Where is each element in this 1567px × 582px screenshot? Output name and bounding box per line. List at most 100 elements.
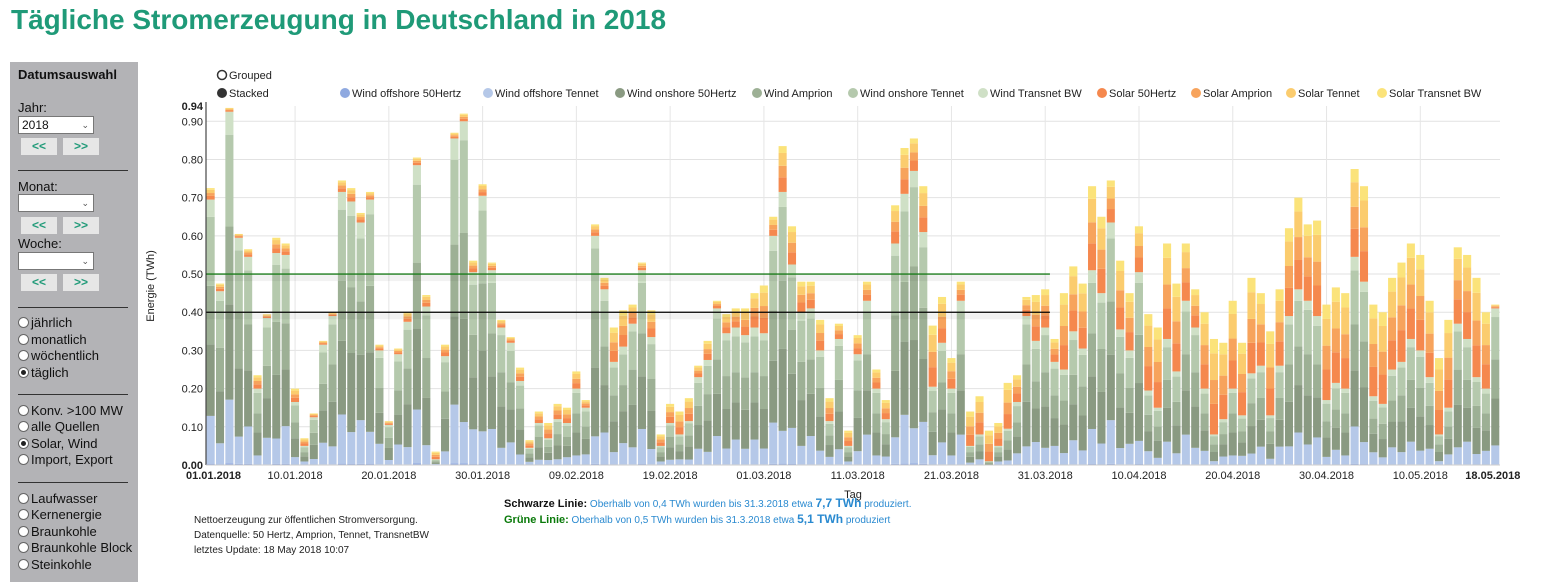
bar-segment-solar-amprion[interactable] [460,117,468,119]
bar-segment-solar-50hertz[interactable] [976,422,984,434]
bar-segment-wind-transnet-bw[interactable] [1060,370,1068,375]
bar-segment-solar-transnet-bw[interactable] [1172,284,1180,297]
bar-segment-wind-amprion[interactable] [1341,413,1349,432]
bar-segment-wind-amprion[interactable] [1397,395,1405,421]
bar-segment-solar-transnet-bw[interactable] [816,320,824,325]
bar-segment-wind-transnet-bw[interactable] [554,419,562,422]
bar-segment-wind-offshore-tennet[interactable] [1388,447,1396,464]
bar-segment-solar-tennet[interactable] [282,245,290,248]
bar-segment-wind-onshore-tennet[interactable] [1041,335,1049,372]
bar-segment-solar-50hertz[interactable] [507,341,515,343]
bar-segment-wind-offshore-tennet[interactable] [563,457,571,465]
bar-segment-solar-50hertz[interactable] [1004,414,1012,429]
bar-segment-solar-50hertz[interactable] [469,268,477,272]
bar-segment-solar-50hertz[interactable] [1285,288,1293,316]
bar-segment-wind-onshore-50hertz[interactable] [1472,428,1480,454]
bar-segment-wind-onshore-50hertz[interactable] [432,462,440,464]
bar-segment-solar-50hertz[interactable] [441,352,449,356]
bar-segment-solar-50hertz[interactable] [769,230,777,236]
bar-segment-wind-transnet-bw[interactable] [1266,415,1274,418]
bar-segment-wind-onshore-50hertz[interactable] [554,446,562,460]
legend-item[interactable]: Solar Transnet BW [1377,88,1482,100]
bar-segment-wind-offshore-tennet[interactable] [282,426,290,464]
bar-segment-wind-onshore-tennet[interactable] [854,360,862,390]
bar-segment-wind-offshore-tennet[interactable] [207,416,215,464]
bar-segment-solar-amprion[interactable] [1463,291,1471,312]
bar-segment-wind-offshore-tennet[interactable] [422,445,430,464]
bar-segment-solar-50hertz[interactable] [666,417,674,423]
bar-segment-solar-amprion[interactable] [872,378,880,383]
bar-segment-solar-tennet[interactable] [272,240,280,244]
bar-segment-solar-amprion[interactable] [1435,391,1443,410]
bar-segment-wind-onshore-50hertz[interactable] [647,411,655,449]
bar-segment-solar-amprion[interactable] [844,437,852,441]
bar-segment-wind-transnet-bw[interactable] [1088,270,1096,283]
bar-segment-wind-amprion[interactable] [1407,380,1415,408]
bar-segment-wind-onshore-tennet[interactable] [1444,411,1452,426]
bar-segment-solar-50hertz[interactable] [647,329,655,338]
bar-segment-wind-amprion[interactable] [1379,424,1387,439]
bar-segment-wind-onshore-50hertz[interactable] [1388,422,1396,448]
bar-segment-wind-offshore-tennet[interactable] [338,414,346,463]
bar-segment-wind-offshore-tennet[interactable] [910,428,918,463]
bar-segment-wind-offshore-tennet[interactable] [713,436,721,464]
bar-segment-solar-transnet-bw[interactable] [1294,198,1302,212]
bar-segment-solar-50hertz[interactable] [413,163,421,165]
bar-segment-solar-50hertz[interactable] [947,379,955,389]
bar-segment-wind-onshore-50hertz[interactable] [657,456,665,461]
bar-segment-wind-transnet-bw[interactable] [572,389,580,393]
bar-segment-wind-transnet-bw[interactable] [666,423,674,425]
bar-segment-wind-onshore-50hertz[interactable] [572,433,580,456]
bar-segment-solar-tennet[interactable] [872,372,880,377]
bar-segment-solar-transnet-bw[interactable] [760,286,768,293]
bar-segment-wind-amprion[interactable] [985,462,993,463]
bar-segment-wind-transnet-bw[interactable] [1454,324,1462,332]
bar-segment-solar-transnet-bw[interactable] [797,282,805,287]
bar-segment-wind-offshore-tennet[interactable] [1444,454,1452,464]
bar-segment-solar-50hertz[interactable] [1032,326,1040,341]
bar-segment-wind-onshore-tennet[interactable] [441,362,449,391]
bar-segment-solar-tennet[interactable] [1051,342,1059,348]
bar-segment-wind-onshore-tennet[interactable] [572,393,580,414]
bar-segment-wind-amprion[interactable] [854,390,862,418]
bar-segment-wind-onshore-tennet[interactable] [1079,355,1087,386]
bar-segment-wind-onshore-tennet[interactable] [1172,377,1180,402]
bar-segment-wind-onshore-50hertz[interactable] [422,398,430,446]
bar-segment-solar-amprion[interactable] [1426,334,1434,353]
bar-segment-wind-offshore-tennet[interactable] [816,451,824,465]
bar-segment-solar-tennet[interactable] [1257,304,1265,324]
bar-segment-solar-tennet[interactable] [694,367,702,370]
bar-segment-solar-tennet[interactable] [1191,295,1199,306]
bar-segment-wind-amprion[interactable] [497,372,505,406]
bar-segment-solar-amprion[interactable] [1454,280,1462,299]
bar-segment-solar-tennet[interactable] [1332,302,1340,329]
bar-segment-wind-amprion[interactable] [516,408,524,429]
bar-segment-wind-offshore-tennet[interactable] [469,429,477,464]
bar-segment-solar-transnet-bw[interactable] [1491,305,1499,306]
bar-segment-solar-tennet[interactable] [1013,379,1021,386]
bar-segment-wind-onshore-50hertz[interactable] [788,374,796,428]
bar-segment-wind-onshore-tennet[interactable] [1182,311,1190,354]
bar-segment-wind-onshore-tennet[interactable] [1097,303,1105,349]
bar-segment-wind-onshore-tennet[interactable] [666,425,674,436]
bar-segment-wind-onshore-tennet[interactable] [1407,347,1415,380]
bar-segment-solar-tennet[interactable] [919,193,927,206]
bar-segment-wind-amprion[interactable] [1313,364,1321,397]
bar-segment-solar-transnet-bw[interactable] [929,326,937,335]
bar-segment-solar-50hertz[interactable] [460,119,468,121]
bar-segment-wind-offshore-tennet[interactable] [769,423,777,464]
bar-segment-solar-transnet-bw[interactable] [657,434,665,436]
bar-segment-wind-onshore-tennet[interactable] [713,319,721,360]
bar-segment-wind-offshore-tennet[interactable] [629,447,637,464]
bar-segment-wind-transnet-bw[interactable] [310,417,318,420]
bar-segment-solar-transnet-bw[interactable] [1229,301,1237,314]
bar-segment-wind-onshore-50hertz[interactable] [1482,430,1490,451]
bar-segment-solar-tennet[interactable] [1219,354,1227,375]
bar-segment-solar-transnet-bw[interactable] [422,295,430,297]
bar-segment-wind-offshore-tennet[interactable] [1491,445,1499,464]
bar-segment-solar-transnet-bw[interactable] [1004,383,1012,390]
bar-segment-wind-onshore-tennet[interactable] [1116,337,1124,374]
bar-segment-solar-transnet-bw[interactable] [1444,320,1452,333]
bar-segment-wind-transnet-bw[interactable] [825,421,833,424]
bar-segment-solar-50hertz[interactable] [966,435,974,446]
